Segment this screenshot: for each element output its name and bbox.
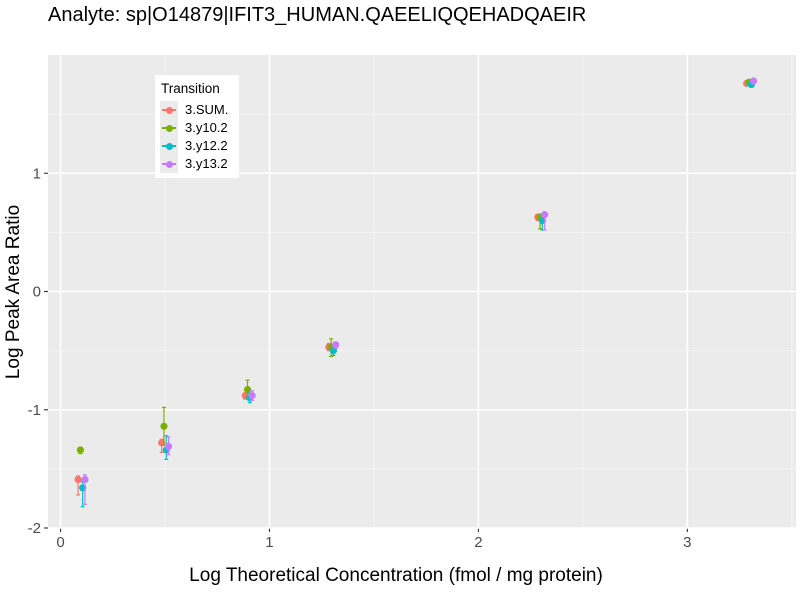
y-tick-label: -2 xyxy=(28,520,41,537)
legend-key xyxy=(160,101,178,119)
legend-key xyxy=(160,155,178,173)
data-point xyxy=(243,386,252,394)
y-axis-label: Log Peak Area Ratio xyxy=(3,204,24,380)
data-point xyxy=(160,422,168,430)
legend-label: 3.y13.2 xyxy=(185,156,228,171)
x-tick-label: 0 xyxy=(56,534,64,551)
series-3-y13-2 xyxy=(81,77,758,505)
y-tick-label: 0 xyxy=(33,284,41,301)
legend-title: Transition xyxy=(161,81,220,96)
legend-key xyxy=(160,137,178,155)
legend-label: 3.y12.2 xyxy=(185,138,228,153)
data-point xyxy=(541,211,549,219)
data-point xyxy=(749,77,758,85)
data-point xyxy=(248,391,256,400)
legend-item: 3.y12.2 xyxy=(155,137,239,155)
x-tick-label: 2 xyxy=(474,534,482,551)
y-tick-label: 1 xyxy=(33,165,41,182)
x-tick-label: 3 xyxy=(683,534,691,551)
data-point xyxy=(332,341,340,349)
y-tick-label: -1 xyxy=(28,402,41,419)
legend-item: 3.y13.2 xyxy=(155,155,239,173)
legend-label: 3.y10.2 xyxy=(185,120,228,135)
legend: Transition 3.SUM. 3.y10.2 3.y12.2 3.y13.… xyxy=(155,75,239,178)
data-point xyxy=(76,446,84,454)
data-point xyxy=(74,475,82,484)
chart-title: Analyte: sp|O14879|IFIT3_HUMAN.QAEELIQQE… xyxy=(48,4,587,26)
x-tick-label: 1 xyxy=(265,534,273,551)
legend-item: 3.SUM. xyxy=(155,101,239,119)
legend-item: 3.y10.2 xyxy=(155,119,239,137)
data-point xyxy=(164,442,173,451)
legend-key xyxy=(160,119,178,137)
x-axis-label: Log Theoretical Concentration (fmol / mg… xyxy=(189,565,603,586)
data-point xyxy=(81,475,89,484)
legend-label: 3.SUM. xyxy=(185,102,229,117)
